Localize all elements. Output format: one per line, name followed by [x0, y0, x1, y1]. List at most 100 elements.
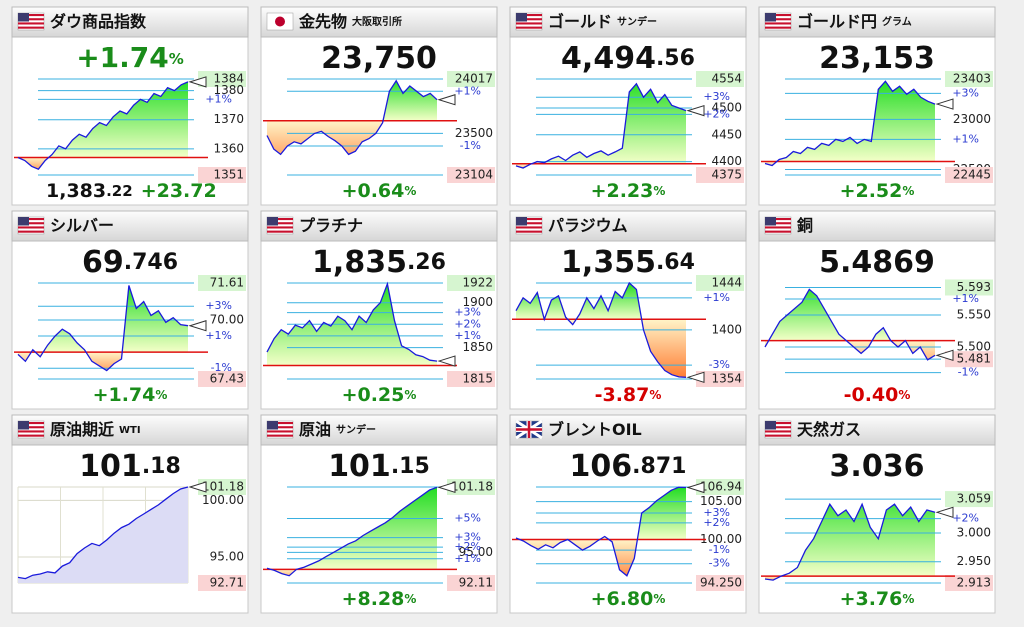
- price-main: 3.036: [830, 449, 925, 484]
- price-main: 5.4869: [819, 245, 935, 280]
- flag: [764, 12, 792, 31]
- panel-title: ゴールド円 グラム: [797, 12, 912, 31]
- y-tick-label: 100.00: [700, 532, 742, 546]
- subtitle: WTI: [119, 425, 141, 436]
- price-sub: .26: [407, 250, 446, 275]
- low-box: [198, 371, 246, 387]
- price: 5.4869: [819, 245, 935, 280]
- y-tick-label: 67.43: [210, 372, 244, 386]
- subtitle: サンデー: [336, 423, 376, 436]
- high-box: [945, 491, 993, 508]
- last-arrow: [935, 98, 954, 110]
- last-arrow: [188, 76, 207, 88]
- last-arrow: [686, 371, 705, 383]
- flag-stripe: [516, 22, 542, 25]
- pct-label: +1%: [454, 84, 481, 97]
- price-main: 4,494: [561, 41, 656, 76]
- change-value: +8.28: [342, 588, 405, 610]
- title-text: ゴールド円: [797, 12, 877, 31]
- flag-stripe: [765, 222, 791, 225]
- panel-header: [11, 6, 249, 38]
- low-box: [198, 167, 246, 183]
- low-box: [696, 167, 744, 183]
- pct-label: +2%: [454, 540, 481, 553]
- low-box: [447, 575, 495, 591]
- y-tick-label: 5.593: [957, 280, 991, 294]
- flag-stripe: [765, 22, 791, 25]
- panel-header: [758, 414, 996, 446]
- price: 1,835.26: [312, 245, 446, 280]
- y-tick-label: 101.18: [202, 480, 244, 494]
- pct-label: -3%: [709, 557, 730, 570]
- panel-header: [260, 414, 498, 446]
- flag-stripe: [765, 230, 791, 233]
- pct-label: +2%: [952, 512, 979, 525]
- high-box: [696, 275, 744, 291]
- flag-stripe: [516, 14, 542, 17]
- price: 4,494.56: [561, 41, 695, 76]
- low-box: [945, 575, 993, 591]
- price-main: 69: [82, 245, 124, 280]
- price-line: [266, 281, 438, 362]
- price: 23,153: [819, 41, 935, 76]
- change-abs: +23.72: [141, 180, 217, 202]
- y-tick-label: 5.481: [957, 352, 991, 366]
- change: +2.52%: [840, 180, 915, 202]
- change: +0.25%: [342, 384, 417, 406]
- pct-label: -1%: [709, 543, 730, 556]
- price-line: [266, 486, 438, 577]
- y-tick-label: 105.00: [700, 494, 742, 508]
- y-tick-label: 1900: [462, 295, 493, 309]
- change-unit: %: [404, 184, 416, 198]
- area-fill-up: [781, 504, 935, 577]
- high-box: [696, 71, 744, 87]
- pct-label: +1%: [205, 92, 232, 105]
- flag-canton: [516, 13, 527, 22]
- panel-header: [509, 210, 747, 242]
- y-tick-label: 23000: [953, 112, 991, 126]
- flag-cross: [516, 421, 542, 438]
- price: 1,355.64: [561, 245, 695, 280]
- change: +1.74%: [93, 384, 168, 406]
- pct-label: -1%: [958, 366, 979, 379]
- change-value: +0.64: [342, 180, 405, 202]
- flag: [17, 216, 45, 235]
- flag-stripe: [18, 230, 44, 233]
- flag-stripe: [267, 222, 293, 225]
- flag: [266, 216, 294, 235]
- low-box: [198, 575, 246, 591]
- price: 106.871: [570, 449, 687, 484]
- y-tick-label: 1354: [711, 372, 742, 386]
- area-fill-up: [267, 283, 437, 366]
- high-box: [198, 71, 246, 87]
- area-fill-up: [18, 81, 188, 158]
- price-line: [515, 486, 687, 577]
- flag-canton: [18, 421, 29, 430]
- price-line: [764, 288, 936, 361]
- panel-header: [509, 414, 747, 446]
- y-tick-label: 92.71: [210, 576, 244, 590]
- low-box: [945, 351, 993, 368]
- title-text: 天然ガス: [797, 420, 861, 439]
- area-fill-up: [516, 83, 686, 164]
- flag-stripe: [765, 218, 791, 221]
- price-line: [266, 79, 438, 156]
- price: 101.15: [328, 449, 430, 484]
- title-text: 原油: [299, 420, 331, 439]
- last-arrow: [437, 481, 456, 493]
- flag: [17, 420, 45, 439]
- price-sub: .18: [142, 454, 181, 479]
- flag-stripe: [765, 26, 791, 29]
- area-fill-down: [516, 319, 686, 378]
- flag: [764, 216, 792, 235]
- y-tick-label: 101.18: [451, 480, 493, 494]
- y-tick-label: 24017: [455, 72, 493, 86]
- headline-value: +1.74: [76, 41, 169, 74]
- flag: [515, 419, 543, 440]
- area-fill-down: [765, 340, 935, 360]
- subtitle: グラム: [882, 15, 912, 28]
- flag-stripe: [267, 434, 293, 437]
- flag-stripe: [267, 426, 293, 429]
- flag-stripe: [18, 426, 44, 429]
- flag-stripe: [765, 426, 791, 429]
